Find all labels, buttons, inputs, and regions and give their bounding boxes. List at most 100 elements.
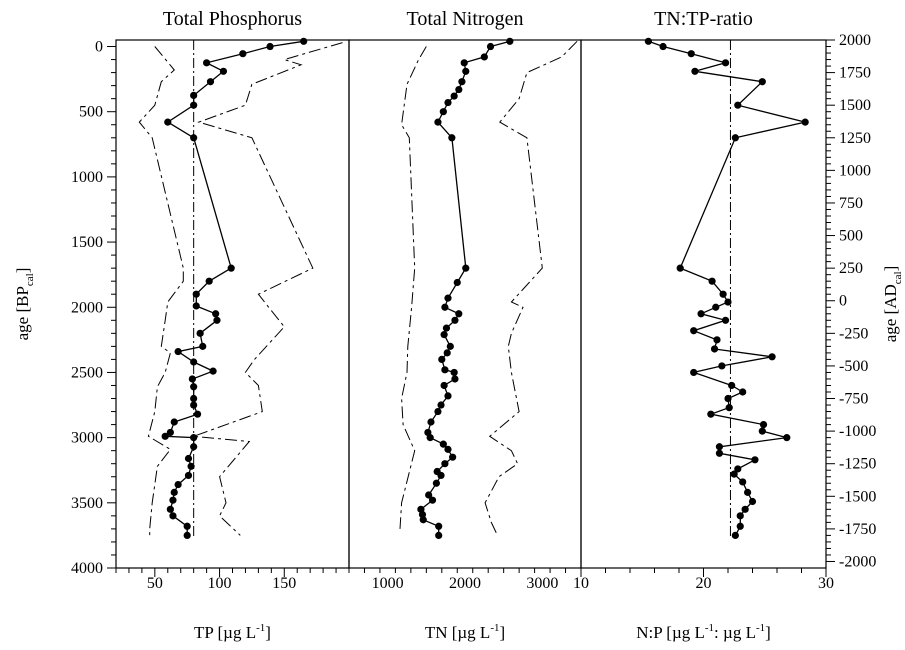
data-point bbox=[451, 316, 459, 324]
axis-label-part: ] bbox=[500, 623, 506, 642]
x-tick-label: 3000 bbox=[526, 575, 558, 592]
data-point bbox=[721, 316, 730, 324]
x-axis-label: N:P [µg L-1​: µg L-1​] bbox=[636, 622, 771, 642]
data-point bbox=[734, 101, 742, 109]
panel-3: TN:TP-ratio 10 20 30 N:P [µg L-1​: µg L-1​] bbox=[573, 8, 834, 642]
data-point bbox=[428, 496, 437, 504]
data-point bbox=[166, 505, 174, 513]
data-point bbox=[183, 522, 191, 530]
data-point bbox=[486, 42, 495, 51]
y-right-tick-label: 0 bbox=[839, 293, 847, 310]
data-point bbox=[435, 531, 443, 540]
data-point bbox=[166, 428, 174, 437]
data-point bbox=[801, 118, 809, 126]
data-point bbox=[206, 78, 215, 86]
data-point bbox=[190, 434, 198, 442]
x-axis-label: TP [µg L-1​] bbox=[194, 622, 271, 642]
axis-label-part: ] bbox=[265, 623, 271, 642]
data-point bbox=[169, 496, 177, 504]
data-point bbox=[188, 375, 196, 383]
y-right-tick-label: 500 bbox=[839, 228, 863, 245]
data-point bbox=[480, 53, 488, 61]
data-point bbox=[450, 92, 458, 100]
y-right-tick-label: -750 bbox=[839, 391, 868, 408]
data-point bbox=[227, 264, 235, 272]
data-point bbox=[434, 118, 442, 126]
x-tick-label: 30 bbox=[818, 575, 834, 592]
data-point bbox=[712, 303, 720, 311]
data-point bbox=[434, 407, 442, 416]
data-point bbox=[170, 418, 178, 426]
data-point bbox=[174, 480, 182, 489]
data-point bbox=[425, 491, 433, 499]
data-point bbox=[730, 470, 738, 478]
data-point bbox=[759, 420, 768, 429]
plot-frame bbox=[115, 39, 350, 569]
data-point bbox=[758, 78, 766, 86]
data-point bbox=[440, 381, 448, 390]
data-point bbox=[444, 392, 452, 400]
data-point bbox=[169, 512, 177, 520]
data-point bbox=[506, 37, 514, 45]
axis-label-part: age [AD bbox=[881, 284, 900, 342]
data-point bbox=[212, 310, 220, 318]
x-tick-label: 10 bbox=[573, 575, 589, 592]
data-point bbox=[239, 50, 247, 58]
axis-label-part: ] bbox=[13, 268, 32, 274]
data-point bbox=[449, 453, 457, 461]
data-point bbox=[451, 375, 459, 383]
panel-title: TN:TP-ratio bbox=[654, 8, 753, 30]
data-point bbox=[659, 42, 667, 51]
data-point bbox=[190, 134, 198, 142]
series-line bbox=[648, 40, 806, 536]
data-point bbox=[715, 449, 724, 457]
data-point bbox=[187, 462, 195, 470]
data-point bbox=[219, 67, 228, 75]
data-point bbox=[426, 434, 434, 442]
data-point bbox=[441, 460, 449, 468]
data-point bbox=[728, 381, 736, 390]
series-line bbox=[163, 40, 304, 536]
y-right-tick-label: 2000 bbox=[839, 32, 871, 49]
axis-label-part: -1 bbox=[256, 622, 265, 634]
upper-bound-line bbox=[484, 40, 578, 536]
data-point bbox=[453, 278, 461, 287]
data-point bbox=[184, 471, 193, 480]
panel-1: Total Phosphorus 50 100 150 TP [µg L-1​] bbox=[115, 8, 350, 642]
data-point bbox=[193, 410, 202, 418]
y-right-tick-label: -1250 bbox=[839, 456, 876, 473]
data-point bbox=[725, 404, 733, 412]
series-group bbox=[648, 40, 806, 536]
data-point bbox=[442, 324, 451, 332]
y-axis-label: age [BPcal​] bbox=[13, 268, 36, 341]
y-right-axis-label-group: age [ADcal​] bbox=[881, 266, 904, 343]
data-point bbox=[691, 67, 699, 75]
data-point bbox=[209, 367, 217, 375]
x-tick-label: 150 bbox=[272, 575, 296, 592]
data-point bbox=[184, 454, 193, 463]
axis-label-part: age [BP bbox=[13, 286, 32, 340]
y-right-tick-label: 1500 bbox=[839, 97, 871, 114]
data-point bbox=[192, 290, 200, 298]
y-right-tick-label: -1000 bbox=[839, 423, 876, 440]
data-point bbox=[190, 401, 198, 409]
x-tick-label: 2000 bbox=[449, 575, 481, 592]
y-right-tick-label: 1250 bbox=[839, 130, 871, 147]
data-point bbox=[710, 345, 719, 353]
x-tick-label: 50 bbox=[147, 575, 163, 592]
data-point bbox=[444, 294, 452, 302]
data-point bbox=[174, 347, 182, 356]
panel-2: Total Nitrogen 1000 2000 3000 TN [µg L-1​] bbox=[348, 8, 582, 642]
data-point bbox=[266, 42, 274, 51]
data-point bbox=[739, 388, 747, 396]
data-point bbox=[751, 456, 759, 464]
data-point bbox=[690, 368, 698, 377]
series-group bbox=[138, 40, 343, 536]
data-point bbox=[713, 336, 721, 344]
data-point bbox=[462, 264, 470, 272]
data-point bbox=[190, 443, 198, 451]
data-point bbox=[736, 512, 744, 520]
axis-label-part: cal bbox=[892, 271, 904, 284]
data-point bbox=[441, 303, 449, 311]
axis-label-part: N:P [µg L bbox=[636, 623, 705, 642]
